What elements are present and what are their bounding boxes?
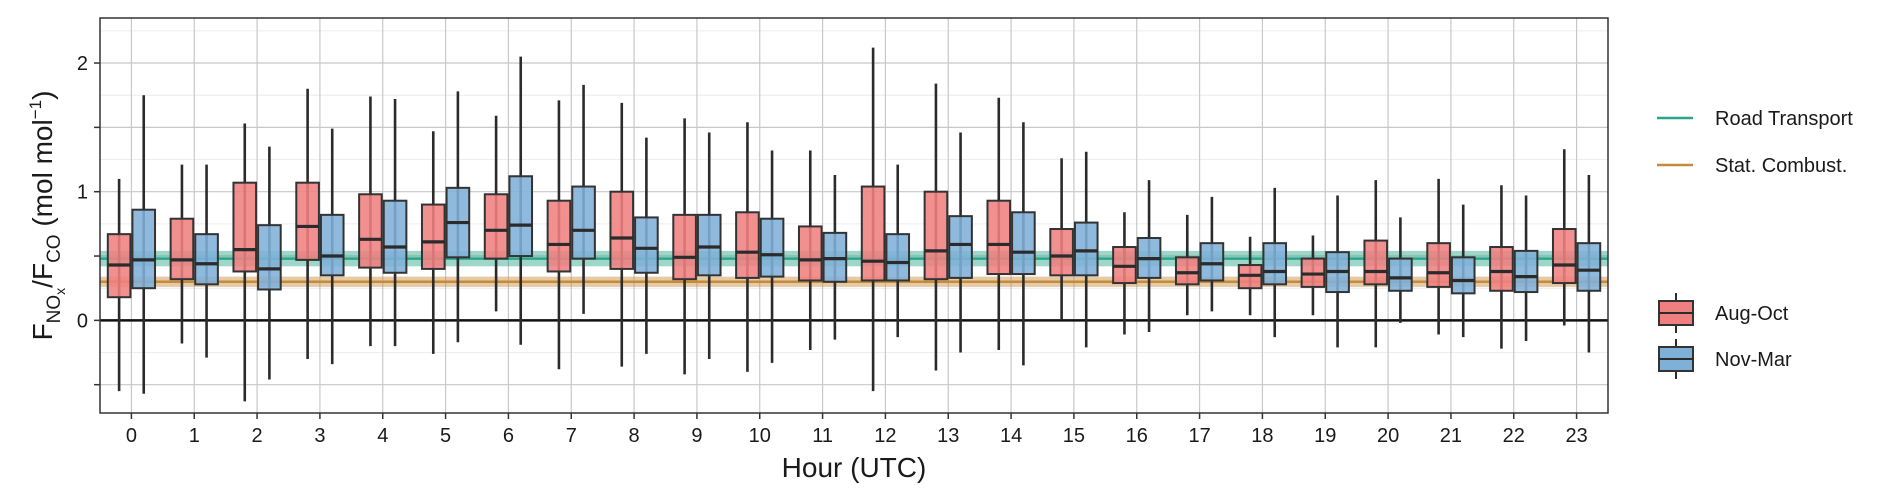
box	[358, 193, 383, 269]
reference-bands	[100, 250, 1608, 322]
box	[319, 213, 345, 277]
y-tick-label: 0	[77, 310, 88, 332]
box	[759, 217, 785, 278]
x-tick-label: 20	[1377, 425, 1399, 447]
box	[295, 181, 320, 261]
box	[948, 215, 973, 279]
y-axis-title: FNOx/FCO (mol mol−1)	[26, 91, 68, 341]
box	[483, 193, 509, 260]
x-tick-label: 11	[812, 425, 833, 447]
box	[1262, 242, 1288, 286]
box	[546, 199, 572, 273]
legend-label: Stat. Combust.	[1715, 155, 1847, 177]
x-tick-label: 0	[126, 425, 137, 447]
box	[1426, 242, 1451, 288]
x-tick-label: 3	[314, 425, 325, 447]
x-axis-title: Hour (UTC)	[782, 452, 927, 483]
box	[860, 185, 886, 282]
box	[169, 217, 195, 281]
box	[571, 185, 596, 260]
legend-series: Aug-Oct Nov-Mar	[1658, 293, 1792, 379]
y-tick-label: 2	[77, 53, 88, 75]
box	[1011, 211, 1036, 276]
box	[194, 233, 219, 286]
box	[1513, 249, 1539, 294]
box	[508, 175, 534, 258]
x-tick-label: 8	[629, 425, 640, 447]
box	[232, 181, 258, 273]
x-tick-label: 16	[1126, 425, 1148, 447]
plot-border	[99, 17, 1609, 414]
x-tick-label: 6	[503, 425, 514, 447]
box	[1551, 228, 1577, 285]
legend-reference-lines: Road Transport Stat. Combust.	[1657, 108, 1853, 177]
x-tick-label: 7	[566, 425, 577, 447]
box	[986, 199, 1012, 276]
x-tick-label: 9	[691, 425, 702, 447]
box	[885, 233, 911, 282]
box	[672, 213, 697, 281]
x-tick-label: 23	[1565, 425, 1587, 447]
x-tick-label: 12	[874, 425, 896, 447]
box	[420, 203, 446, 270]
box	[1450, 256, 1476, 295]
x-tick-label: 21	[1440, 425, 1462, 447]
boxplots	[106, 47, 1602, 402]
box	[735, 211, 760, 279]
plot-background	[100, 18, 1608, 413]
box	[131, 208, 157, 290]
x-tick-label: 5	[440, 425, 451, 447]
box	[634, 216, 659, 274]
x-tick-label: 17	[1188, 425, 1210, 447]
box	[257, 224, 282, 291]
y-tick-label: 1	[77, 182, 88, 204]
x-tick-label: 15	[1063, 425, 1085, 447]
x-axis-ticks: 0 1 2 3 4 5 6 7 8 9 10 11 12 13 14 15 16 17 18 19 20 21 22 23	[126, 413, 1588, 447]
x-tick-label: 2	[252, 425, 263, 447]
box	[923, 190, 949, 281]
box	[1388, 257, 1413, 292]
x-tick-label: 13	[937, 425, 959, 447]
x-tick-label: 19	[1314, 425, 1336, 447]
box	[1576, 242, 1602, 292]
box	[1363, 239, 1389, 286]
x-tick-label: 18	[1251, 425, 1273, 447]
box	[696, 213, 722, 277]
legend-label: Nov-Mar	[1715, 349, 1792, 371]
box	[797, 225, 823, 282]
box	[1049, 228, 1074, 277]
box	[1073, 221, 1099, 277]
box	[1199, 242, 1225, 282]
x-tick-label: 10	[749, 425, 771, 447]
legend-label: Road Transport	[1715, 108, 1853, 130]
x-tick-label: 14	[1000, 425, 1022, 447]
x-tick-label: 1	[189, 425, 200, 447]
box	[1489, 246, 1514, 292]
x-tick-label: 22	[1503, 425, 1525, 447]
y-axis-ticks: 0 1 2	[77, 53, 100, 386]
box	[382, 199, 408, 274]
box	[609, 190, 635, 270]
legend-label: Aug-Oct	[1715, 303, 1789, 325]
x-tick-label: 4	[377, 425, 388, 447]
box	[1174, 256, 1200, 286]
